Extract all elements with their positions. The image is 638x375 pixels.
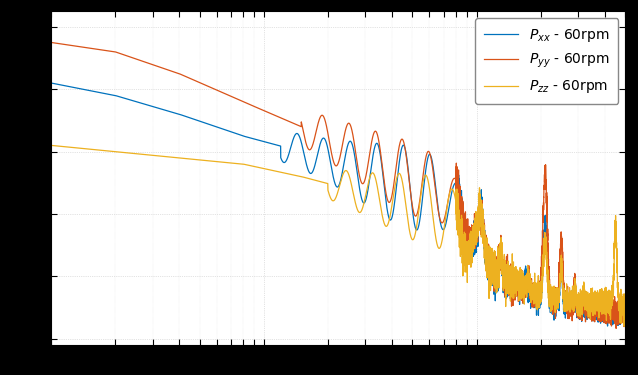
$P_{xx}$ - 60rpm xyxy=(71,86,78,90)
$P_{xx}$ - 60rpm xyxy=(328,167,336,171)
$P_{zz}$ - 60rpm xyxy=(160,154,167,159)
$P_{zz}$ - 60rpm xyxy=(82,147,89,151)
$P_{zz}$ - 60rpm xyxy=(621,315,629,320)
$P_{yy}$ - 60rpm xyxy=(50,40,57,45)
$P_{xx}$ - 60rpm xyxy=(82,87,89,92)
$P_{yy}$ - 60rpm xyxy=(612,326,620,331)
$P_{xx}$ - 60rpm xyxy=(50,81,57,86)
$P_{xx}$ - 60rpm xyxy=(621,312,629,316)
$P_{yy}$ - 60rpm xyxy=(160,66,167,70)
$P_{xx}$ - 60rpm xyxy=(604,324,611,328)
$P_{yy}$ - 60rpm xyxy=(82,45,89,50)
$P_{zz}$ - 60rpm xyxy=(50,143,57,148)
$P_{yy}$ - 60rpm xyxy=(621,315,629,319)
$P_{xx}$ - 60rpm xyxy=(591,316,598,321)
$P_{yy}$ - 60rpm xyxy=(71,44,78,48)
Line: $P_{yy}$ - 60rpm: $P_{yy}$ - 60rpm xyxy=(51,42,625,328)
$P_{xx}$ - 60rpm xyxy=(160,107,167,112)
Line: $P_{xx}$ - 60rpm: $P_{xx}$ - 60rpm xyxy=(51,83,625,326)
Line: $P_{zz}$ - 60rpm: $P_{zz}$ - 60rpm xyxy=(51,146,625,326)
$P_{xx}$ - 60rpm xyxy=(47,81,55,85)
$P_{zz}$ - 60rpm xyxy=(620,324,628,328)
$P_{zz}$ - 60rpm xyxy=(47,143,55,148)
$P_{zz}$ - 60rpm xyxy=(328,198,336,202)
$P_{yy}$ - 60rpm xyxy=(591,306,598,311)
$P_{zz}$ - 60rpm xyxy=(591,302,598,306)
$P_{zz}$ - 60rpm xyxy=(71,146,78,150)
Legend: $P_{xx}$ - 60rpm, $P_{yy}$ - 60rpm, $P_{zz}$ - 60rpm: $P_{xx}$ - 60rpm, $P_{yy}$ - 60rpm, $P_{… xyxy=(475,18,618,104)
$P_{yy}$ - 60rpm xyxy=(47,40,55,45)
$P_{yy}$ - 60rpm xyxy=(328,152,336,157)
